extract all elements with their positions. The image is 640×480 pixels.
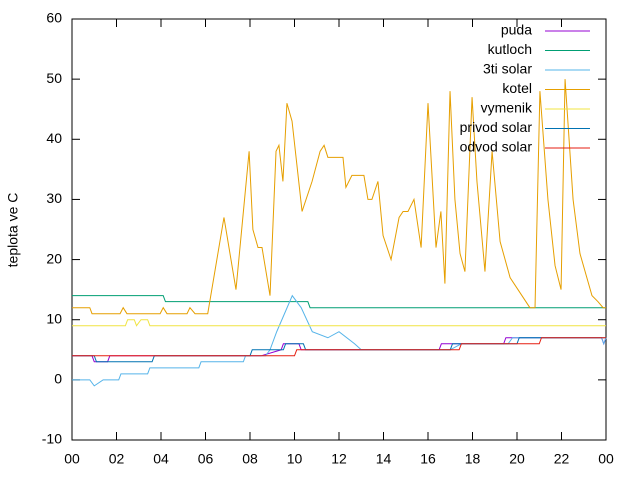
x-tick-label: 02 [109,451,125,467]
x-tick-label: 20 [509,451,525,467]
y-tick-label: 30 [46,190,62,206]
series-line [72,319,606,327]
x-tick-label: 00 [598,451,614,467]
x-tick-label: 08 [242,451,258,467]
x-tick-label: 06 [198,451,214,467]
legend-label: vymenik [481,100,533,116]
y-axis-label: teplota ve C [5,193,21,268]
x-tick-label: 14 [376,451,392,467]
series-line [72,294,607,387]
x-tick-label: 10 [287,451,303,467]
x-tick-label: 22 [554,451,570,467]
y-tick-label: 60 [46,10,62,26]
y-tick-label: -10 [42,431,62,447]
y-tick-label: 20 [46,250,62,266]
x-tick-label: 16 [420,451,436,467]
legend-label: puda [501,22,532,38]
y-tick-label: 10 [46,310,62,326]
x-tick-label: 12 [331,451,347,467]
x-tick-label: 04 [153,451,169,467]
legend-label: privod solar [460,119,533,135]
series-line [72,79,606,315]
y-tick-label: 0 [54,371,62,387]
series-line [72,337,606,357]
y-tick-label: 50 [46,70,62,86]
series-line [72,295,606,309]
legend-label: kutloch [488,41,532,57]
y-tick-label: 40 [46,130,62,146]
legend-label: 3ti solar [483,61,532,77]
x-tick-label: 18 [465,451,481,467]
legend-label: kotel [502,80,532,96]
legend-label: odvod solar [460,139,533,155]
x-tick-label: 00 [64,451,80,467]
